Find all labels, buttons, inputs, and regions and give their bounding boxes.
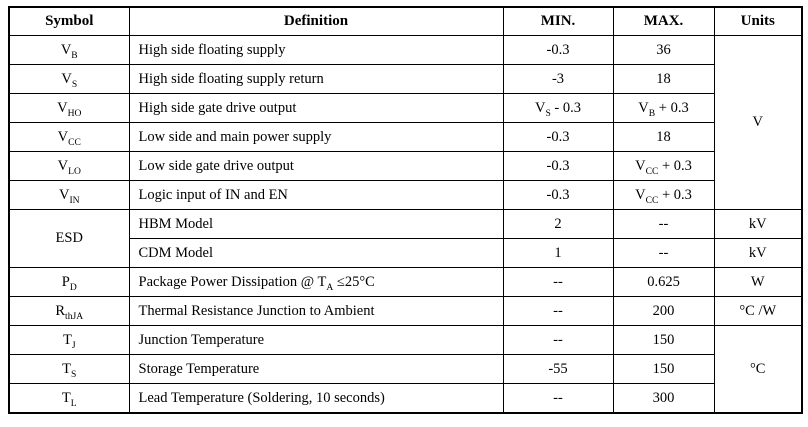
ratings-table-container: Symbol Definition MIN. MAX. Units VB High…: [8, 6, 803, 414]
table-row: PD Package Power Dissipation @ TA ≤25°C --…: [8, 267, 803, 297]
definition-cell: Low side gate drive output: [128, 151, 504, 181]
units-cell: kV: [713, 238, 803, 268]
symbol-cell: VHO: [8, 93, 130, 123]
table-row: VIN Logic input of IN and EN -0.3 VCC + 0.3: [8, 180, 802, 210]
definition-cell: Package Power Dissipation @ TA ≤25°C: [128, 267, 504, 297]
max-cell: 200: [612, 296, 715, 326]
definition-cell: Logic input of IN and EN: [128, 180, 504, 210]
definition-cell: CDM Model: [128, 238, 504, 268]
definition-cell: High side gate drive output: [128, 93, 504, 123]
table-row: ESD HBM Model 2 -- kV: [8, 209, 803, 268]
symbol-cell: TL: [8, 383, 130, 414]
table-row: RthJA Thermal Resistance Junction to Ambi…: [8, 296, 803, 326]
max-cell: 300: [612, 383, 715, 414]
min-cell: -0.3: [502, 35, 614, 65]
min-cell: -0.3: [502, 180, 614, 210]
min-cell: --: [502, 383, 614, 414]
definition-cell: Lead Temperature (Soldering, 10 seconds): [128, 383, 504, 414]
units-cell: W: [713, 267, 803, 297]
max-cell: 150: [612, 354, 715, 384]
table-row: CDM Model 1 -- kV: [9, 238, 803, 268]
units-cell: kV: [713, 209, 803, 239]
table-row: TJ Junction Temperature -- 150 °C: [8, 325, 803, 414]
units-cell: V: [713, 35, 803, 210]
min-cell: -55: [502, 354, 614, 384]
table-row: VCC Low side and main power supply -0.3 18: [8, 122, 802, 152]
definition-cell: High side floating supply: [128, 35, 504, 65]
symbol-cell: RthJA: [8, 296, 130, 326]
symbol-cell: ESD: [8, 209, 130, 268]
table-row: VHO High side gate drive output VS - 0.3 VB…: [8, 93, 802, 123]
symbol-cell: VIN: [8, 180, 130, 210]
table-row: TL Lead Temperature (Soldering, 10 second…: [8, 383, 802, 414]
header-definition: Definition: [128, 6, 504, 36]
units-cell: °C /W: [713, 296, 803, 326]
max-cell: 36: [612, 35, 715, 65]
symbol-cell: VLO: [8, 151, 130, 181]
symbol-cell: PD: [8, 267, 130, 297]
min-cell: -0.3: [502, 151, 614, 181]
symbol-cell: TJ: [8, 325, 130, 355]
min-cell: --: [502, 325, 614, 355]
symbol-cell: VCC: [8, 122, 130, 152]
min-cell: 2: [502, 209, 614, 239]
min-cell: -3: [502, 64, 614, 94]
definition-cell: Junction Temperature: [128, 325, 504, 355]
min-cell: VS - 0.3: [502, 93, 614, 123]
max-cell: VCC + 0.3: [612, 180, 715, 210]
max-cell: VB + 0.3: [612, 93, 715, 123]
table-row: VS High side floating supply return -3 18: [8, 64, 802, 94]
units-cell: °C: [713, 325, 803, 414]
symbol-cell: VS: [8, 64, 130, 94]
table-row: VB High side floating supply -0.3 36 V: [8, 35, 803, 210]
table-row: VLO Low side gate drive output -0.3 VCC + 0…: [8, 151, 802, 181]
header-min: MIN.: [502, 6, 614, 36]
table-header: Symbol Definition MIN. MAX. Units: [8, 6, 803, 36]
symbol-cell: VB: [8, 35, 130, 65]
definition-cell: HBM Model: [128, 209, 504, 239]
definition-cell: Storage Temperature: [128, 354, 504, 384]
absolute-maximum-ratings-table: Symbol Definition MIN. MAX. Units VB High…: [8, 6, 803, 414]
max-cell: 18: [612, 122, 715, 152]
definition-cell: Low side and main power supply: [128, 122, 504, 152]
definition-cell: Thermal Resistance Junction to Ambient: [128, 296, 504, 326]
header-max: MAX.: [612, 6, 715, 36]
header-row: Symbol Definition MIN. MAX. Units: [8, 6, 803, 36]
max-cell: 150: [612, 325, 715, 355]
min-cell: --: [502, 267, 614, 297]
max-cell: 18: [612, 64, 715, 94]
max-cell: --: [612, 238, 715, 268]
header-units: Units: [713, 6, 803, 36]
header-symbol: Symbol: [8, 6, 130, 36]
min-cell: -0.3: [502, 122, 614, 152]
max-cell: 0.625: [612, 267, 715, 297]
symbol-cell: TS: [8, 354, 130, 384]
min-cell: --: [502, 296, 614, 326]
max-cell: VCC + 0.3: [612, 151, 715, 181]
table-body: VB High side floating supply -0.3 36 V VS High…: [8, 35, 803, 414]
max-cell: --: [612, 209, 715, 239]
table-row: TS Storage Temperature -55 150: [8, 354, 802, 384]
definition-cell: High side floating supply return: [128, 64, 504, 94]
min-cell: 1: [502, 238, 614, 268]
